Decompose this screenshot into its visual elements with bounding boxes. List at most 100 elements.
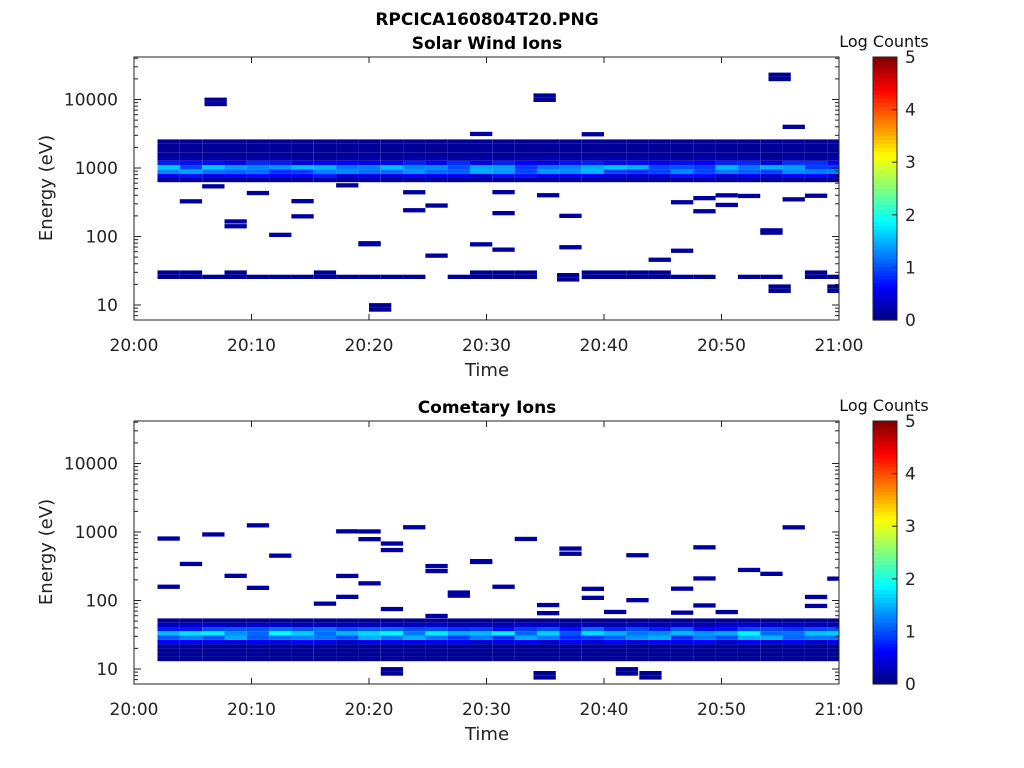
heatmap-cell xyxy=(760,656,783,662)
colorbar-segment xyxy=(873,61,897,66)
heatmap-cell xyxy=(715,139,738,144)
heatmap-cell xyxy=(693,622,716,627)
heatmap-cell xyxy=(537,139,560,144)
cometary-xlabel: Time xyxy=(464,724,509,745)
heatmap-cell xyxy=(358,644,381,649)
heatmap-cell xyxy=(648,622,671,627)
heatmap-cell xyxy=(760,274,783,279)
heatmap-cell xyxy=(246,639,270,645)
heatmap-cell xyxy=(447,139,470,144)
heatmap-cell xyxy=(224,274,247,279)
heatmap-cell xyxy=(782,169,805,174)
heatmap-cell xyxy=(671,160,694,166)
colorbar-segment xyxy=(873,573,897,578)
colorbar-segment xyxy=(873,237,897,243)
heatmap-cell xyxy=(804,644,828,649)
heatmap-cell xyxy=(380,173,404,178)
heatmap-cell xyxy=(626,631,649,636)
heatmap-cell xyxy=(224,656,247,662)
heatmap-cell xyxy=(157,148,180,153)
solar-wind-colorbar-label: Log Counts xyxy=(839,32,929,51)
heatmap-cell xyxy=(336,639,359,645)
heatmap-cell xyxy=(269,160,292,166)
heatmap-cell xyxy=(737,193,761,199)
heatmap-cell xyxy=(358,143,381,148)
heatmap-cell xyxy=(804,648,828,653)
heatmap-cell xyxy=(581,652,604,657)
colorbar-segment xyxy=(873,188,897,194)
colorbar-segment xyxy=(873,441,897,447)
heatmap-outlier-cell xyxy=(639,675,662,680)
heatmap-cell xyxy=(559,177,582,183)
heatmap-cell xyxy=(269,143,292,148)
colorbar-segment xyxy=(873,433,897,439)
heatmap-cell xyxy=(537,602,560,608)
y-tick-label: 1000 xyxy=(75,159,118,179)
heatmap-cell xyxy=(671,173,694,178)
heatmap-cell xyxy=(715,143,738,148)
heatmap-cell xyxy=(737,622,761,627)
y-tick-label: 100 xyxy=(86,228,118,248)
heatmap-cell xyxy=(760,160,783,166)
heatmap-cell xyxy=(804,193,828,198)
colorbar-segment xyxy=(873,114,897,120)
heatmap-cell xyxy=(604,148,627,153)
heatmap-cell xyxy=(313,644,337,649)
heatmap-cell xyxy=(246,635,270,640)
heatmap-cell xyxy=(626,270,649,275)
colorbar-segment xyxy=(873,89,897,95)
heatmap-cell xyxy=(179,177,203,183)
heatmap-cell xyxy=(693,656,716,662)
heatmap-cell xyxy=(581,148,604,153)
heatmap-cell xyxy=(313,270,337,275)
solar-wind-panel: Solar Wind Ions 20:00 20:10 20:20 20:30 20:4… xyxy=(36,32,929,381)
heatmap-cell xyxy=(693,626,716,632)
heatmap-cell xyxy=(693,148,716,153)
heatmap-cell xyxy=(403,143,426,148)
heatmap-cell xyxy=(782,631,805,636)
heatmap-cell xyxy=(269,274,292,279)
heatmap-cell xyxy=(537,622,560,627)
heatmap-cell xyxy=(693,576,716,581)
heatmap-cell xyxy=(291,618,314,623)
colorbar-segment xyxy=(873,278,897,284)
colorbar-segment xyxy=(873,597,897,603)
colorbar-segment xyxy=(873,85,897,91)
heatmap-cell xyxy=(358,581,381,586)
heatmap-cell xyxy=(514,639,537,645)
heatmap-cell xyxy=(827,156,839,161)
heatmap-cell xyxy=(626,152,649,157)
heatmap-cell xyxy=(626,598,649,603)
heatmap-cell xyxy=(581,639,604,645)
colorbar-segment xyxy=(873,457,897,463)
heatmap-cell xyxy=(514,274,537,279)
heatmap-cell xyxy=(648,631,671,636)
heatmap-cell xyxy=(313,635,337,640)
colorbar-segment xyxy=(873,122,897,128)
heatmap-cell xyxy=(291,165,314,170)
heatmap-cell xyxy=(470,274,493,279)
colorbar-segment xyxy=(873,155,897,161)
heatmap-cell xyxy=(648,656,671,662)
heatmap-cell xyxy=(559,213,582,218)
heatmap-cell xyxy=(246,618,270,623)
colorbar-segment xyxy=(873,225,897,231)
colorbar-segment xyxy=(873,453,897,459)
heatmap-cell xyxy=(269,177,292,183)
heatmap-cell xyxy=(559,245,582,250)
heatmap-cell xyxy=(715,152,738,157)
heatmap-cell xyxy=(447,590,470,595)
heatmap-cell xyxy=(715,177,738,183)
heatmap-cell xyxy=(737,148,761,153)
heatmap-cell xyxy=(693,139,716,144)
heatmap-cell xyxy=(313,639,337,645)
heatmap-cell xyxy=(403,639,426,645)
heatmap-cell xyxy=(760,228,783,233)
heatmap-cell xyxy=(581,274,604,279)
heatmap-cell xyxy=(782,525,805,530)
heatmap-cell xyxy=(559,169,582,174)
heatmap-cell xyxy=(224,148,247,153)
colorbar-segment xyxy=(873,209,897,214)
heatmap-cell xyxy=(804,169,828,174)
heatmap-cell xyxy=(202,169,225,174)
